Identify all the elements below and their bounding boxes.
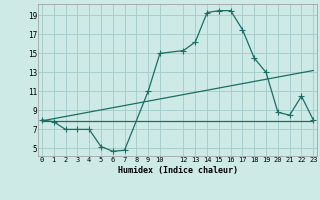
X-axis label: Humidex (Indice chaleur): Humidex (Indice chaleur) xyxy=(118,166,238,175)
